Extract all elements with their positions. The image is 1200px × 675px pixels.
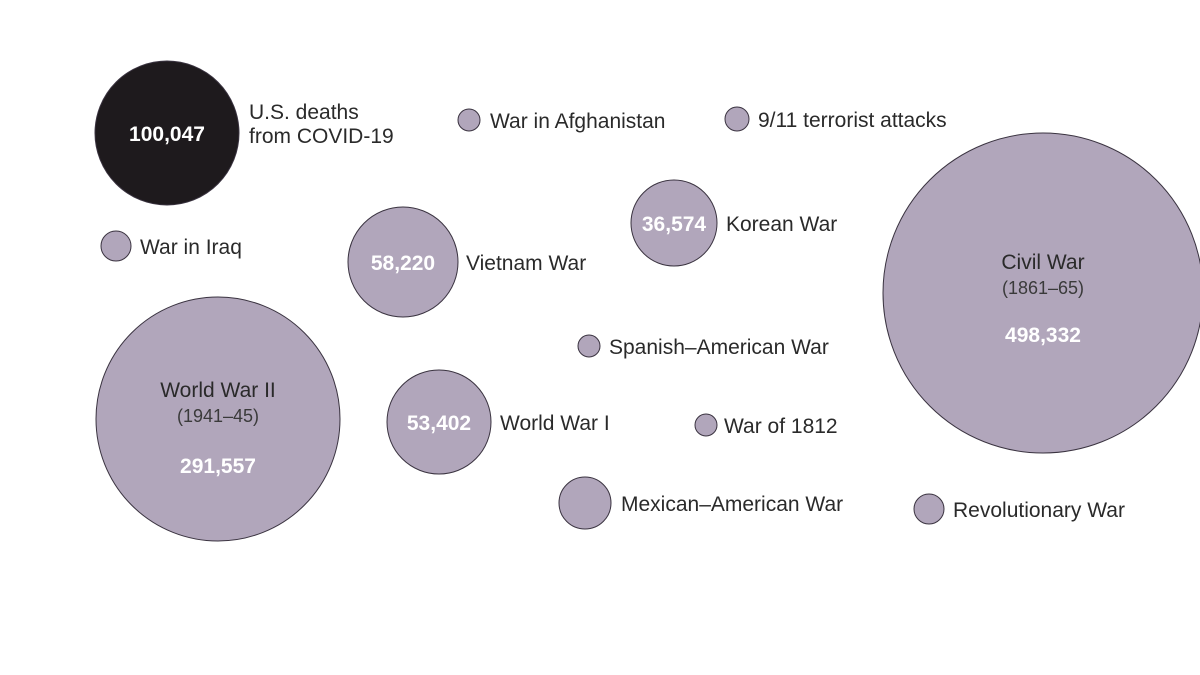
bubble-circle-iraq [100,230,132,262]
bubble-label-line: U.S. deaths [249,101,359,124]
bubble-label-afghanistan: War in Afghanistan [490,110,666,133]
bubble-label-iraq: War in Iraq [140,236,242,259]
bubble-title-civil: Civil War [1001,251,1084,274]
bubble-circle-sept11 [724,106,750,132]
bubble-value-vietnam: 58,220 [371,252,435,275]
bubble-value-covid: 100,047 [129,123,205,146]
bubble-iraq: War in Iraq [100,230,242,262]
bubble-circle-spanish [577,334,601,358]
bubble-years-ww2: (1941–45) [177,406,259,426]
bubble-circle-korea [630,179,718,267]
bubble-circle-revolutionary [913,493,945,525]
bubble-label-line: from COVID-19 [249,125,394,148]
bubble-label-mexican: Mexican–American War [621,493,843,516]
bubble-w1812: War of 1812 [694,413,838,438]
bubble-label-line: Revolutionary War [953,499,1125,522]
bubble-circle-civil [882,132,1200,454]
bubble-circle-afghanistan [457,108,481,132]
bubble-revolutionary: Revolutionary War [913,493,1125,525]
bubble-circle-ww1 [386,369,492,475]
bubble-years-civil: (1861–65) [1002,278,1084,298]
bubble-circle-mexican [558,476,612,530]
bubble-vietnam: Vietnam War 58,220 [347,206,586,318]
bubble-label-line: 9/11 terrorist attacks [758,109,947,132]
bubble-label-ww1: World War I [500,412,610,435]
bubble-label-revolutionary: Revolutionary War [953,499,1125,522]
bubble-label-line: Mexican–American War [621,493,843,516]
bubble-ww2: World War II (1941–45) 291,557 [95,296,341,542]
bubble-value-korea: 36,574 [642,213,707,236]
bubble-covid: U.S. deaths from COVID-19 100,047 [94,60,394,206]
bubble-label-line: War in Iraq [140,236,242,259]
bubble-label-vietnam: Vietnam War [466,252,586,275]
bubble-sept11: 9/11 terrorist attacks [724,106,947,132]
bubble-label-line: Korean War [726,213,837,236]
bubble-circle-covid [94,60,240,206]
bubble-civil: Civil War (1861–65) 498,332 [882,132,1200,454]
bubble-ww1: World War I 53,402 [386,369,610,475]
bubble-circle-w1812 [694,413,718,437]
bubble-label-line: Vietnam War [466,252,586,275]
bubble-label-line: World War I [500,412,610,435]
bubble-label-sept11: 9/11 terrorist attacks [758,109,947,132]
bubble-title-ww2: World War II [160,379,276,402]
bubble-label-w1812: War of 1812 [724,415,838,438]
bubble-label-line: War of 1812 [724,415,838,438]
bubble-label-line: War in Afghanistan [490,110,666,133]
bubble-mexican: Mexican–American War [558,476,843,530]
bubble-label-covid: U.S. deaths from COVID-19 [249,101,394,148]
bubble-value-ww1: 53,402 [407,412,471,435]
bubble-afghanistan: War in Afghanistan [457,108,666,133]
bubble-label-line: Spanish–American War [609,336,829,359]
bubble-spanish: Spanish–American War [577,334,829,359]
bubble-label-spanish: Spanish–American War [609,336,829,359]
bubble-circle-vietnam [347,206,459,318]
bubble-label-korea: Korean War [726,213,837,236]
bubble-circle-ww2 [95,296,341,542]
bubble-value-ww2: 291,557 [180,455,256,478]
bubble-korea: Korean War 36,574 [630,179,837,267]
bubble-value-civil: 498,332 [1005,324,1081,347]
